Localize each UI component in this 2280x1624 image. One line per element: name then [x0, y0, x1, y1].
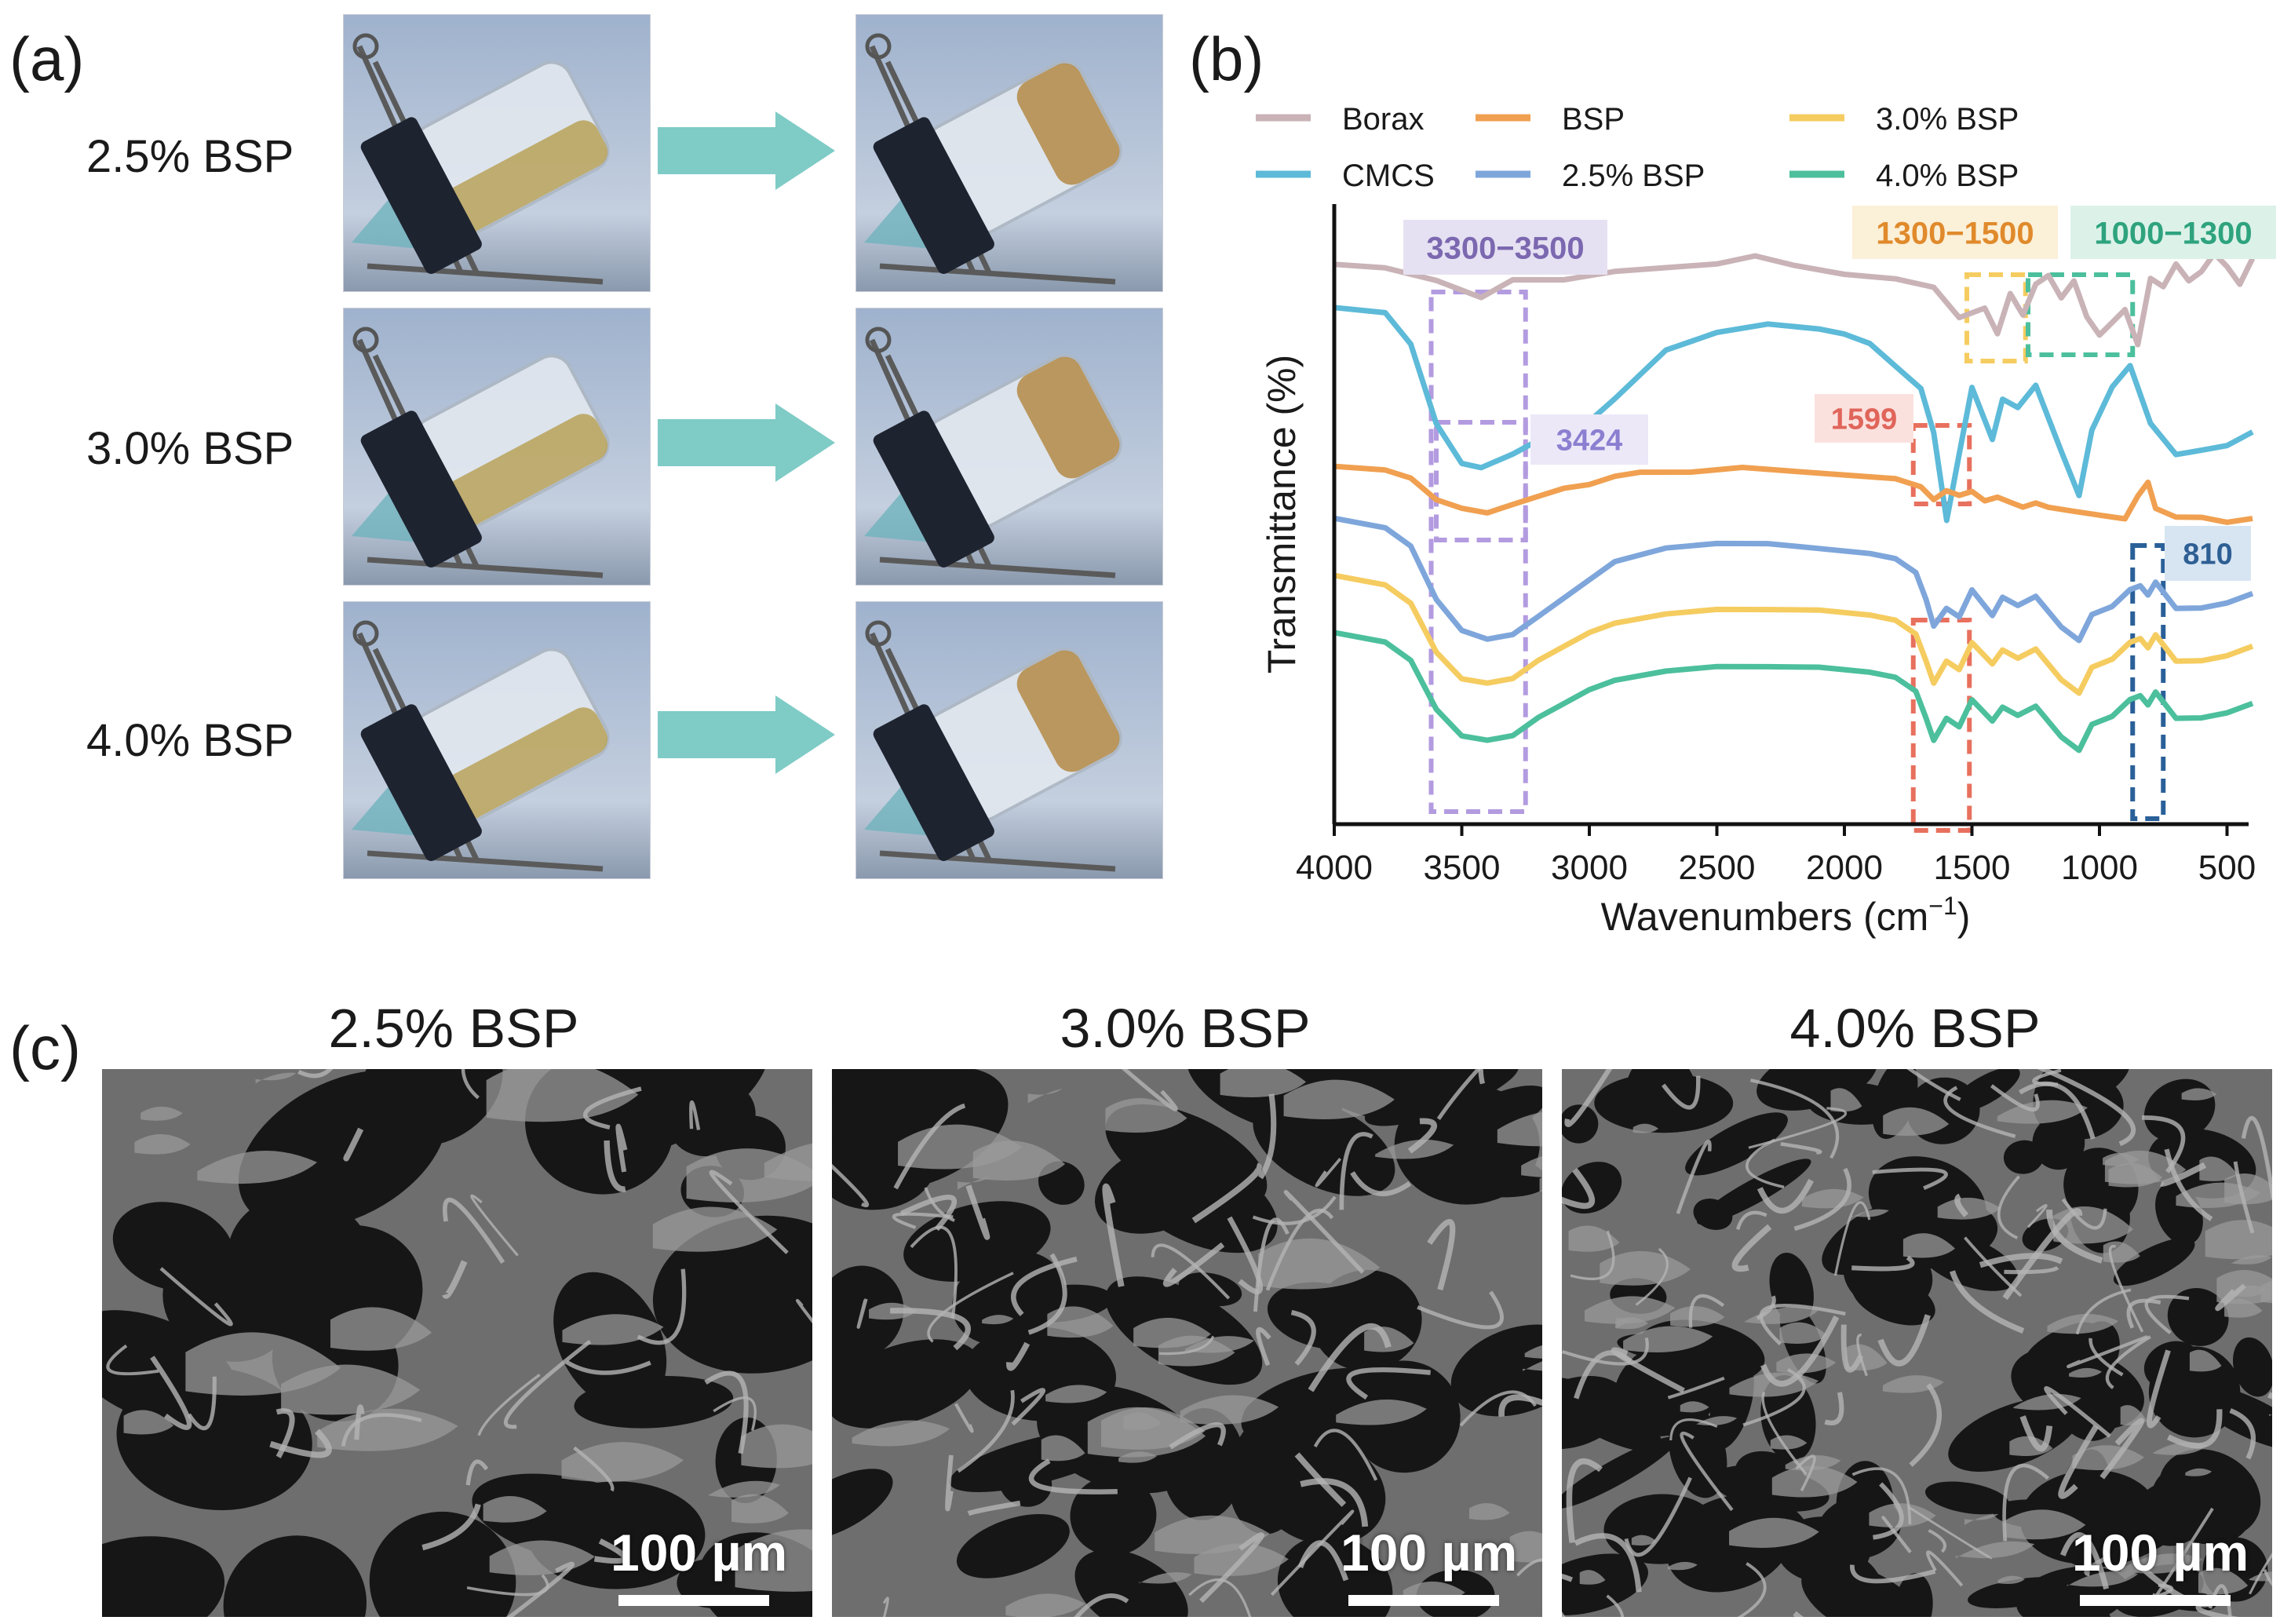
series-line-4-0-bsp	[1333, 630, 2254, 754]
x-tick-label: 500	[2198, 848, 2256, 887]
scale-bar-1	[618, 1595, 769, 1606]
panel-c-letter: (c)	[9, 1013, 81, 1082]
annotation-labels: 3300−3500 1300−1500 1000−1300 3424 1599 810	[1403, 206, 2276, 581]
legend-label: 3.0% BSP	[1876, 102, 2019, 137]
sem-title-2: 3.0% BSP	[1060, 998, 1311, 1059]
annotation-tag-bg	[1815, 394, 1913, 443]
row-label-3: 4.0% BSP	[86, 715, 294, 766]
annotation-tag-text: 3424	[1556, 425, 1623, 458]
x-tick-label: 4000	[1296, 848, 1373, 887]
legend-label: Borax	[1342, 102, 1425, 137]
row-label-2: 3.0% BSP	[86, 423, 294, 474]
x-tick-label: 1000	[2061, 848, 2138, 887]
scale-bar-2	[1348, 1595, 1499, 1606]
range-box-1300-1500	[1964, 272, 2028, 363]
sem-title-1: 2.5% BSP	[328, 998, 579, 1059]
scale-bar-label-3: 100 µm	[2072, 1524, 2249, 1582]
panel-a-letter: (a)	[9, 24, 85, 93]
x-tick-label: 2500	[1679, 848, 1756, 887]
vial-photo-1	[343, 14, 651, 292]
annotation-tag-bg	[2165, 526, 2251, 581]
annotation-boxes	[1428, 272, 2166, 833]
range-box-1000-1300	[2026, 272, 2136, 357]
series-line-bsp	[1333, 463, 2253, 525]
scale-bar-label-1: 100 µm	[611, 1524, 788, 1582]
row-label-1: 2.5% BSP	[86, 131, 294, 182]
annotation-tag-bg	[1852, 206, 2058, 259]
arrow-right-icon	[658, 695, 835, 774]
arrow-right-icon	[658, 111, 835, 190]
legend-label: CMCS	[1342, 159, 1435, 193]
legend-item: BSP	[1476, 102, 1625, 137]
legend-item: CMCS	[1256, 159, 1435, 193]
annotation-tag-text: 1300−1500	[1876, 216, 2034, 250]
legend-label: 2.5% BSP	[1562, 159, 1705, 193]
annotation-tag-text: 3300−3500	[1426, 231, 1584, 265]
annotation-tag-text: 810	[2183, 538, 2232, 571]
panel-b-letter: (b)	[1189, 24, 1264, 93]
scale-bar-label-2: 100 µm	[1341, 1524, 1518, 1582]
annotation-1300-1500: 1300−1500	[1852, 206, 2058, 259]
vial-photo-5	[343, 601, 651, 879]
annotation-1599: 1599	[1815, 394, 1913, 443]
series-line-3-0-bsp	[1333, 572, 2254, 696]
legend-item: 3.0% BSP	[1789, 102, 2019, 137]
annotation-3424: 3424	[1530, 414, 1648, 465]
sem-title-3: 4.0% BSP	[1789, 998, 2041, 1059]
range-box-3300-3500	[1428, 290, 1528, 814]
annotation-tag-bg	[1530, 414, 1648, 465]
legend-item: Borax	[1256, 102, 1425, 137]
legend-label: 4.0% BSP	[1876, 159, 2019, 193]
scale-bar-3	[2080, 1595, 2231, 1606]
range-box-1599-top	[1910, 423, 1972, 506]
annotation-tag-bg	[1403, 220, 1607, 275]
y-axis-label: Transmittance (%)	[1260, 355, 1304, 674]
annotation-3300-3500: 3300−3500	[1403, 220, 1607, 275]
vial-photo-6	[855, 601, 1163, 879]
legend-label: BSP	[1562, 102, 1625, 137]
annotation-810: 810	[2165, 526, 2251, 581]
legend-item: 4.0% BSP	[1789, 159, 2019, 193]
annotation-1000-1300: 1000−1300	[2070, 206, 2276, 259]
sem-image-3	[1562, 1069, 2272, 1617]
x-tick-label: 3500	[1424, 848, 1501, 887]
series-line-2-5-bsp	[1333, 515, 2254, 644]
ftir-chart: Borax BSP 3.0% BSP CMCS 2.5% BSP 4.0% BSP 330…	[1256, 102, 2276, 939]
vial-photo-4	[855, 308, 1163, 586]
x-tick-label: 3000	[1551, 848, 1628, 887]
sem-image-2	[832, 1069, 1542, 1617]
series-line-borax	[1333, 250, 2256, 348]
x-axis-label: Wavenumbers (cm−1)	[1601, 892, 1971, 939]
annotation-tag-text: 1599	[1831, 403, 1898, 436]
x-tick-label: 1500	[1934, 848, 2011, 887]
series-line-cmcs	[1333, 305, 2254, 524]
vial-photo-3	[343, 308, 651, 586]
x-axis-ticks: 4000 3500 3000 2500 2000 1500 1000 500	[1296, 824, 2256, 887]
annotation-tag-text: 1000−1300	[2094, 216, 2252, 250]
range-box-3424	[1434, 420, 1528, 542]
x-tick-label: 2000	[1806, 848, 1883, 887]
annotation-tag-bg	[2070, 206, 2276, 259]
range-box-810	[2130, 543, 2166, 821]
vial-photo-2	[855, 14, 1163, 292]
chart-legend: Borax BSP 3.0% BSP CMCS 2.5% BSP 4.0% BSP	[1256, 102, 2019, 193]
legend-item: 2.5% BSP	[1476, 159, 1705, 193]
chart-series	[1333, 250, 2256, 754]
arrow-right-icon	[658, 403, 835, 482]
